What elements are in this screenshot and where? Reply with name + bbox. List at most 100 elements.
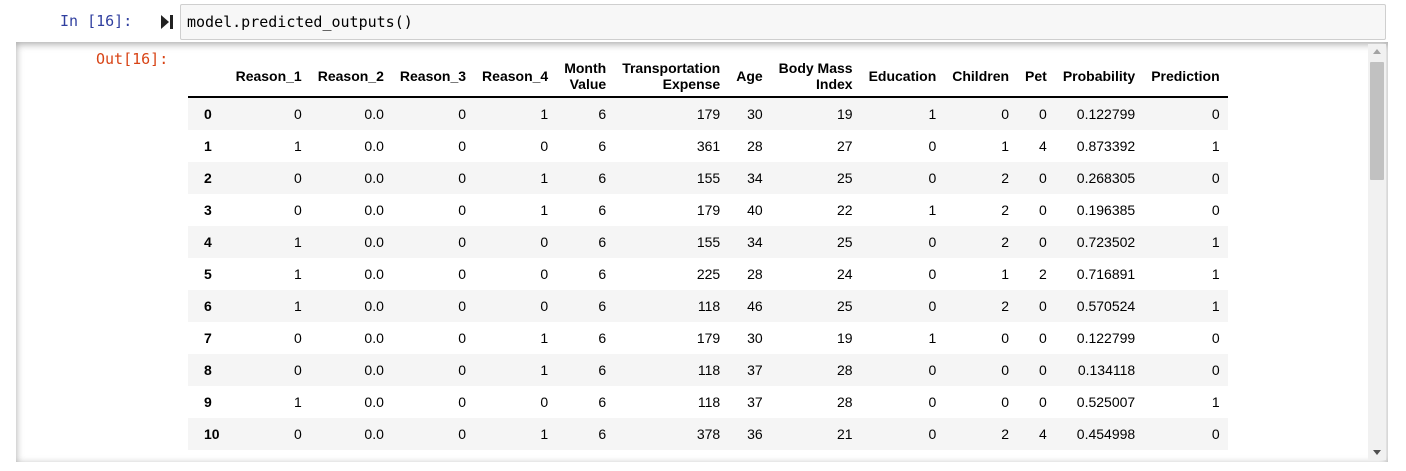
scrollbar-thumb[interactable]: [1370, 62, 1384, 180]
table-cell: 4: [1039, 138, 1047, 154]
row-index: 9: [204, 394, 212, 410]
table-cell: 0: [458, 426, 467, 442]
table-cell: 0.196385: [1076, 202, 1136, 218]
table-cell: 0: [928, 266, 937, 282]
table-cell: 0: [1039, 170, 1047, 186]
table-cell: 6: [598, 394, 607, 410]
table-cell: 6: [598, 298, 607, 314]
table-cell: 0: [1039, 106, 1047, 122]
column-header-line: Value: [569, 76, 607, 92]
table-cell: 46: [747, 298, 763, 314]
column-header: Pet: [1017, 56, 1055, 98]
table-cell: 27: [837, 138, 853, 154]
table-cell: 0: [1039, 362, 1047, 378]
table-cell: 1: [293, 298, 302, 314]
table-cell: 0: [540, 138, 549, 154]
table-cell: 179: [696, 106, 721, 122]
table-cell: 37: [747, 394, 763, 410]
table-cell: 0.570524: [1076, 298, 1136, 314]
table-cell: 6: [598, 106, 607, 122]
table-cell: 0: [1039, 394, 1047, 410]
table-cell: 0: [458, 170, 467, 186]
table-cell: 1: [540, 106, 549, 122]
table-cell: 34: [747, 234, 763, 250]
table-cell: 1: [293, 138, 302, 154]
table-cell: 0.723502: [1076, 234, 1136, 250]
table-cell: 6: [598, 362, 607, 378]
table-cell: 0: [928, 170, 937, 186]
table-cell: 0: [458, 106, 467, 122]
table-cell: 2: [1001, 170, 1010, 186]
table-cell: 0: [1039, 298, 1047, 314]
table-cell: 0: [540, 266, 549, 282]
table-row: 2 0 0.0 0 1 6 155 34 25 0 2 0 0.268305 0: [188, 162, 1228, 194]
table-cell: 0: [1001, 106, 1010, 122]
table-cell: 0: [1001, 394, 1010, 410]
column-header: Reason_1: [227, 56, 310, 98]
table-cell: 0: [1039, 202, 1047, 218]
table-cell: 28: [747, 266, 763, 282]
table-cell: 1: [540, 202, 549, 218]
table-cell: 0: [293, 330, 302, 346]
table-cell: 0: [928, 362, 937, 378]
table-cell: 0: [458, 362, 467, 378]
table-cell: 24: [837, 266, 853, 282]
table-cell: 1: [928, 330, 937, 346]
table-cell: 0: [928, 394, 937, 410]
table-cell: 1: [293, 394, 302, 410]
table-cell: 40: [747, 202, 763, 218]
row-index: 5: [204, 266, 212, 282]
table-cell: 6: [598, 138, 607, 154]
output-scrollbar[interactable]: [1368, 44, 1386, 460]
table-cell: 0.0: [364, 426, 384, 442]
table-cell: 118: [697, 394, 721, 410]
table-cell: 21: [837, 426, 853, 442]
table-cell: 2: [1001, 202, 1010, 218]
column-header-line: Body Mass: [778, 60, 853, 76]
table-cell: 0: [928, 426, 937, 442]
table-cell: 1: [1211, 234, 1220, 250]
run-cell-icon[interactable]: [160, 14, 174, 30]
table-cell: 37: [747, 362, 763, 378]
table-cell: 0: [293, 362, 302, 378]
table-cell: 1: [1001, 266, 1010, 282]
table-cell: 179: [696, 202, 721, 218]
row-index: 0: [204, 106, 212, 122]
code-cell[interactable]: model.predicted_outputs(): [180, 4, 1386, 40]
table-cell: 378: [696, 426, 721, 442]
row-index: 8: [204, 362, 212, 378]
table-cell: 155: [696, 170, 721, 186]
code-text[interactable]: model.predicted_outputs(): [187, 13, 413, 31]
column-header-line: Index: [816, 76, 853, 92]
table-cell: 0: [540, 394, 549, 410]
table-cell: 0: [928, 234, 937, 250]
table-row: 10 0 0.0 0 1 6 378 36 21 0 2 4 0.454998 0: [188, 418, 1228, 450]
table-cell: 0.454998: [1076, 426, 1136, 442]
table-cell: 0: [458, 138, 467, 154]
table-cell: 0.0: [364, 138, 384, 154]
table-cell: 1: [1211, 394, 1220, 410]
arrow-up-icon[interactable]: [1368, 44, 1386, 60]
dataframe-table: Reason_1 Reason_2 Reason_3 Reason_4 Month Val…: [188, 56, 1228, 450]
table-cell: 1: [293, 234, 302, 250]
arrow-down-icon[interactable]: [1368, 444, 1386, 460]
table-cell: 6: [598, 170, 607, 186]
table-cell: 2: [1039, 266, 1047, 282]
table-cell: 0.0: [364, 394, 384, 410]
table-cell: 0.873392: [1076, 138, 1136, 154]
row-index: 3: [204, 202, 212, 218]
table-cell: 0: [1211, 170, 1220, 186]
table-cell: 28: [837, 362, 853, 378]
table-cell: 1: [540, 170, 549, 186]
column-header: Reason_4: [474, 56, 557, 98]
table-body: 0 0 0.0 0 1 6 179 30 19 1 0 0 0.122799 0 1 1 0.0 0 0 6 361 28…: [188, 97, 1228, 450]
table-cell: 0: [540, 298, 549, 314]
table-cell: 1: [1001, 138, 1010, 154]
table-cell: 0: [540, 234, 549, 250]
table-cell: 0: [1211, 426, 1220, 442]
table-cell: 1: [1211, 298, 1220, 314]
column-header-line: Transportation: [622, 60, 721, 76]
table-cell: 0: [458, 234, 467, 250]
table-cell: 6: [598, 266, 607, 282]
table-cell: 118: [697, 298, 721, 314]
